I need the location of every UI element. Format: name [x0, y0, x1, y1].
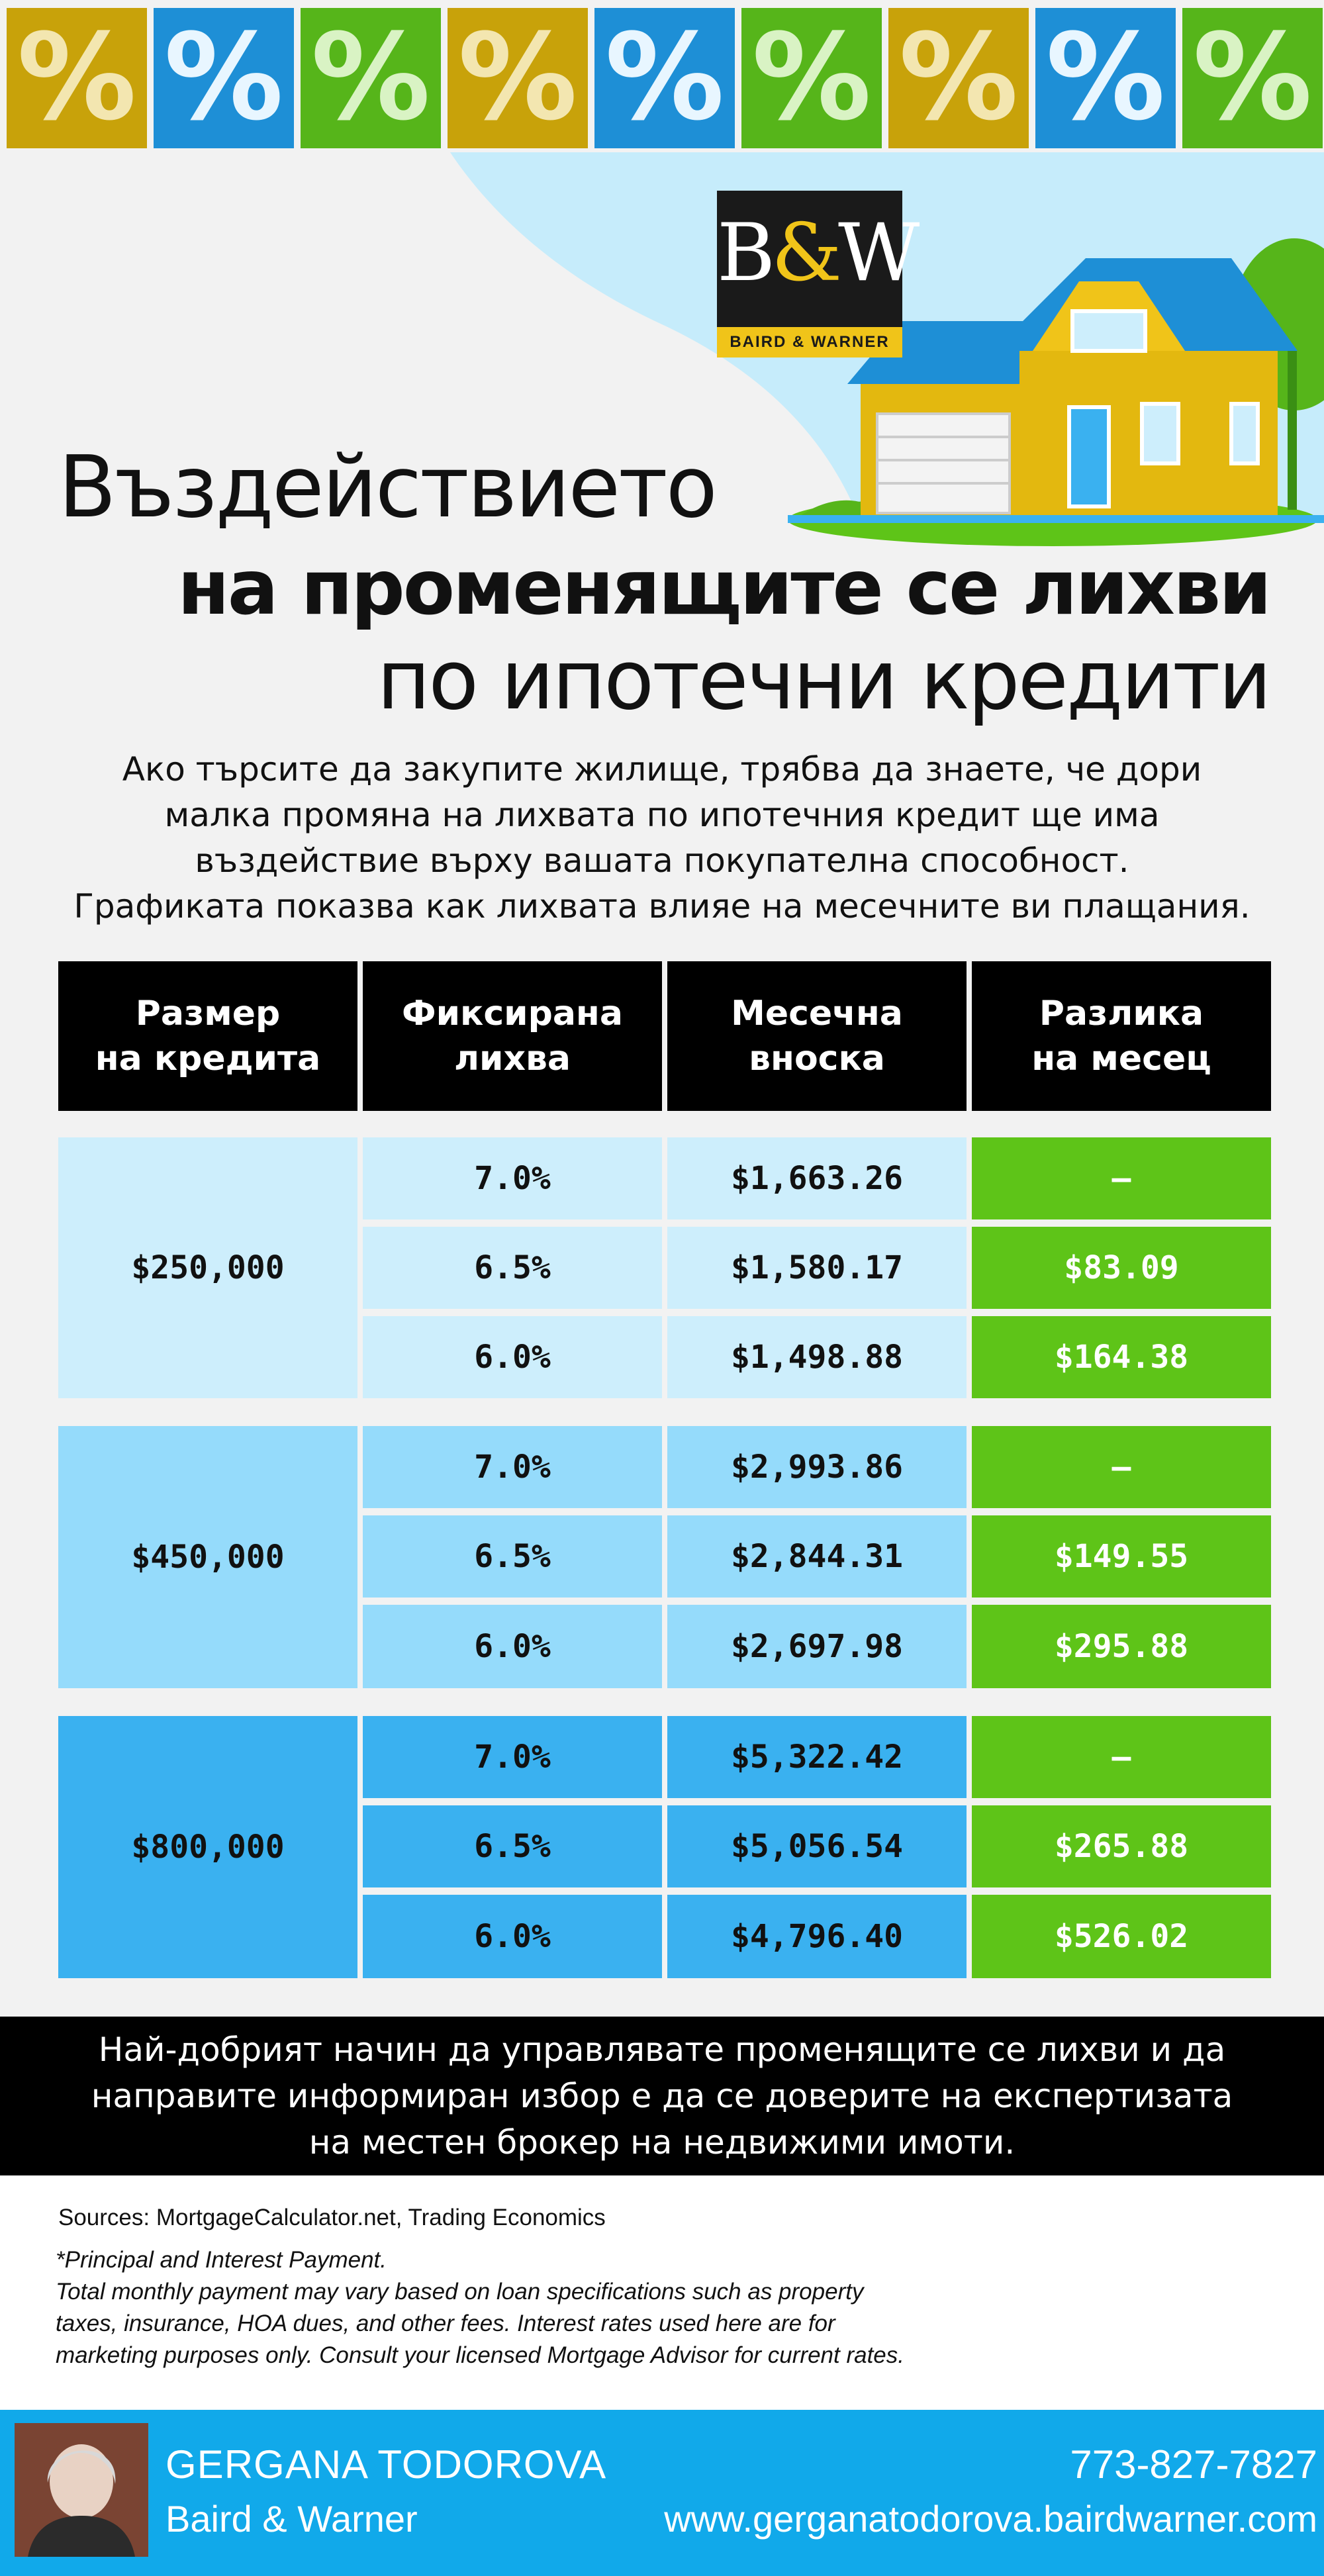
difference-cell: $295.88	[972, 1605, 1271, 1688]
intro-paragraph: Ако търсите да закупите жилище, трябва д…	[40, 747, 1284, 930]
percent-tile: %	[448, 8, 588, 148]
logo-wordmark: BAIRD & WARNER	[717, 327, 902, 358]
cta-line: на местен брокер на недвижими имоти.	[308, 2123, 1016, 2162]
difference-cell: —	[972, 1137, 1271, 1219]
difference-cell: —	[972, 1426, 1271, 1508]
intro-line: Графиката показва как лихвата влияе на м…	[73, 887, 1251, 926]
rate-cell: 7.0%	[363, 1426, 662, 1508]
disclaimer-line: marketing purposes only. Consult your li…	[56, 2342, 904, 2368]
difference-cell: $526.02	[972, 1895, 1271, 1978]
difference-cell: $149.55	[972, 1515, 1271, 1598]
rate-cell: 6.0%	[363, 1895, 662, 1978]
page-title-line-2: на променящите се лихви	[177, 544, 1272, 632]
percent-tile: %	[594, 8, 735, 148]
agent-name: GERGANA TODOROVA	[166, 2442, 607, 2487]
intro-line: Ако търсите да закупите жилище, трябва д…	[122, 750, 1202, 788]
agent-photo	[15, 2423, 148, 2557]
agent-company: Baird & Warner	[166, 2498, 418, 2540]
difference-cell: $164.38	[972, 1316, 1271, 1398]
difference-cell: —	[972, 1716, 1271, 1798]
sources-note: Sources: MortgageCalculator.net, Trading…	[58, 2205, 606, 2230]
cta-line: направите информиран избор е да се довер…	[91, 2077, 1233, 2115]
difference-cell: $83.09	[972, 1227, 1271, 1309]
call-to-action-banner: Най-добрият начин да управлявате променя…	[0, 2017, 1324, 2175]
percent-tile: %	[1182, 8, 1323, 148]
difference-cell: $265.88	[972, 1805, 1271, 1887]
header-monthly-difference: Разлика на месец	[972, 961, 1271, 1111]
percent-tile: %	[888, 8, 1029, 148]
agent-portrait-icon	[15, 2423, 148, 2557]
rate-cell: 6.5%	[363, 1227, 662, 1309]
intro-line: въздействие върху вашата покупателна спо…	[195, 841, 1129, 880]
payment-cell: $5,322.42	[667, 1716, 967, 1798]
page-title-line-3: по ипотечни кредити	[377, 633, 1272, 728]
payment-cell: $2,993.86	[667, 1426, 967, 1508]
rate-cell: 6.5%	[363, 1805, 662, 1887]
payment-cell: $1,663.26	[667, 1137, 967, 1219]
notes-section	[0, 2175, 1324, 2410]
disclaimer-line: *Principal and Interest Payment.	[56, 2247, 387, 2273]
baird-warner-logo: B&W BAIRD & WARNER	[717, 191, 920, 358]
intro-line: малка промяна на лихвата по ипотечния кр…	[164, 796, 1160, 834]
agent-footer	[0, 2410, 1324, 2576]
agent-website-link[interactable]: www.gerganatodorova.bairdwarner.com	[664, 2498, 1317, 2540]
percent-tile: %	[7, 8, 147, 148]
page-title-line-1: Въздействието	[58, 438, 718, 537]
logo-monogram: B&W	[717, 207, 920, 299]
rate-cell: 6.0%	[363, 1605, 662, 1688]
rate-cell: 7.0%	[363, 1137, 662, 1219]
loan-amount-cell: $800,000	[58, 1716, 357, 1978]
percent-tile: %	[741, 8, 882, 148]
cta-line: Най-добрият начин да управлявате променя…	[98, 2030, 1226, 2069]
disclaimer: *Principal and Interest Payment. Total m…	[56, 2244, 1049, 2371]
header-fixed-rate: Фиксирана лихва	[363, 961, 662, 1111]
disclaimer-line: Total monthly payment may vary based on …	[56, 2279, 864, 2305]
rate-cell: 6.0%	[363, 1316, 662, 1398]
payment-cell: $2,844.31	[667, 1515, 967, 1598]
percent-tile: %	[301, 8, 441, 148]
rate-cell: 6.5%	[363, 1515, 662, 1598]
header-monthly-payment: Месечна вноска	[667, 961, 967, 1111]
rate-cell: 7.0%	[363, 1716, 662, 1798]
agent-phone[interactable]: 773-827-7827	[1070, 2442, 1317, 2487]
header-loan-size: Размер на кредита	[58, 961, 357, 1111]
payment-cell: $1,498.88	[667, 1316, 967, 1398]
loan-amount-cell: $250,000	[58, 1137, 357, 1398]
percent-tile: %	[1035, 8, 1176, 148]
payment-cell: $2,697.98	[667, 1605, 967, 1688]
disclaimer-line: taxes, insurance, HOA dues, and other fe…	[56, 2311, 835, 2336]
payment-cell: $4,796.40	[667, 1895, 967, 1978]
payment-cell: $5,056.54	[667, 1805, 967, 1887]
loan-amount-cell: $450,000	[58, 1426, 357, 1688]
payment-cell: $1,580.17	[667, 1227, 967, 1309]
percent-tile: %	[154, 8, 294, 148]
